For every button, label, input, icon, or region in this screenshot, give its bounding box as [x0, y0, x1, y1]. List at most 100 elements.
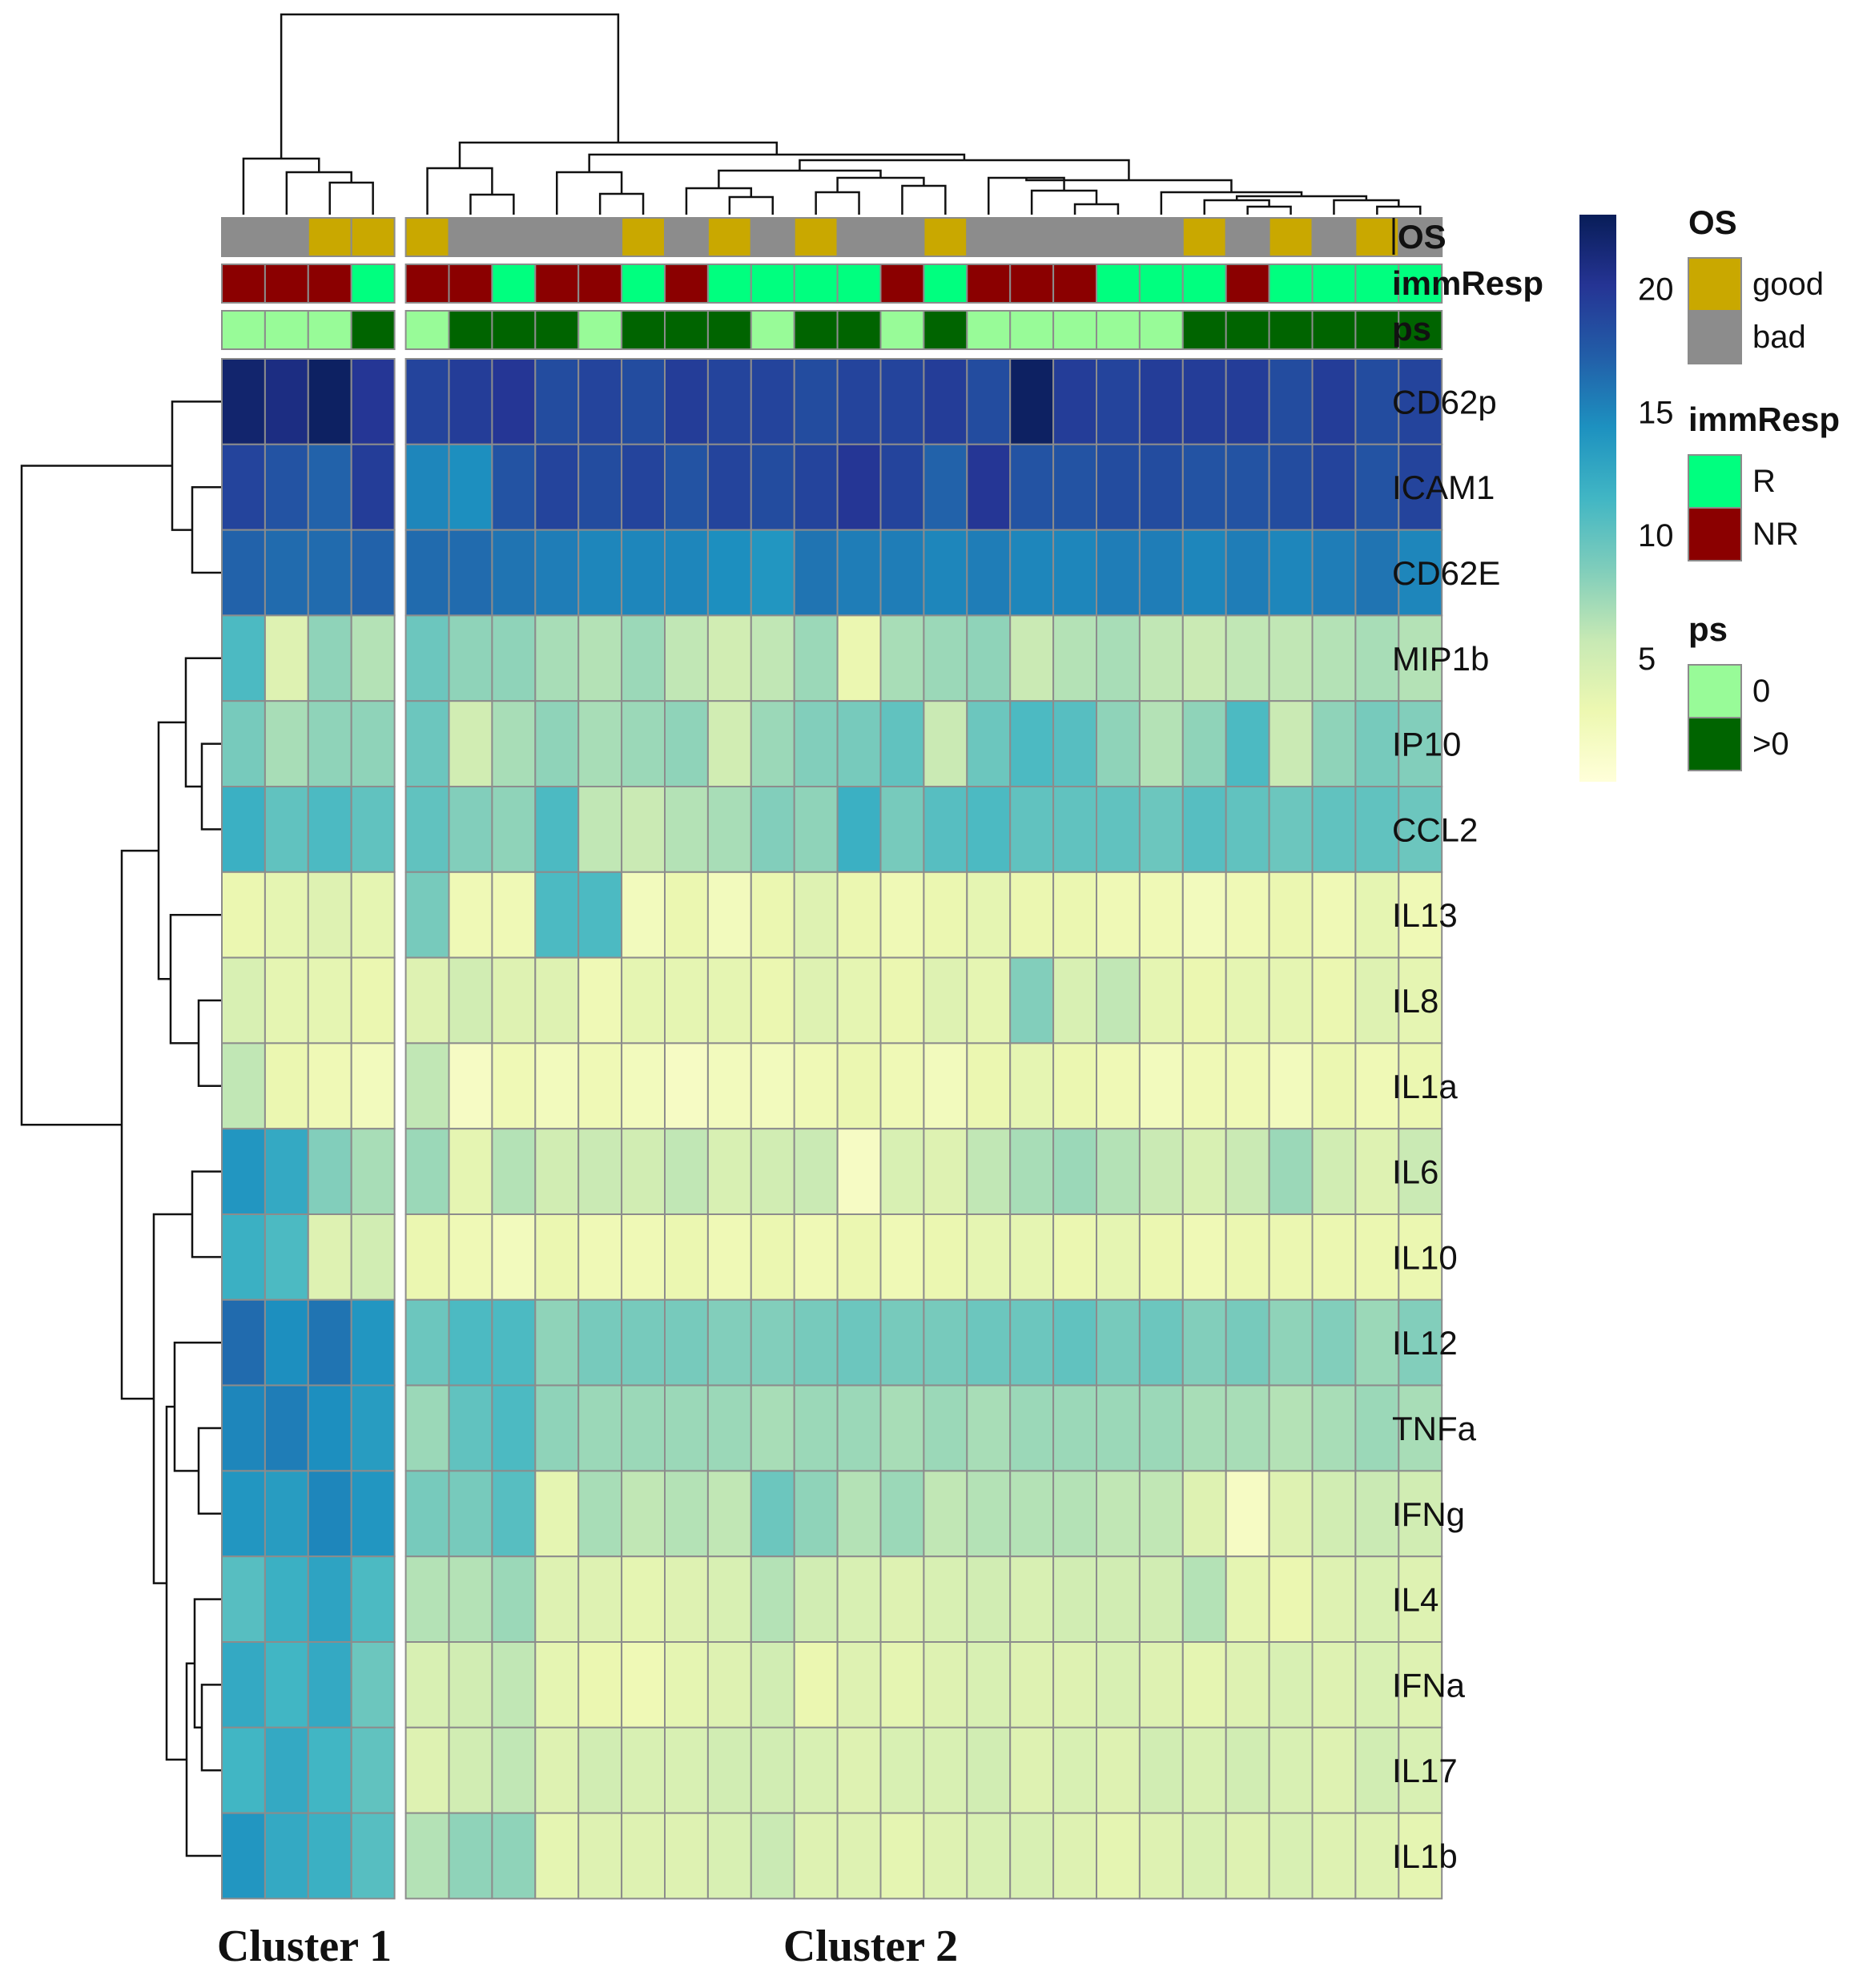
heatmap-cell-il6-12 [706, 1128, 752, 1215]
heatmap-cell-il13-20 [1052, 871, 1097, 959]
heatmap-cell-ip10-6 [448, 700, 493, 788]
heatmap-cell-ccl2-8 [534, 786, 580, 873]
heatmap-cell-tnfa-22 [1138, 1384, 1184, 1472]
heatmap-cell-il13-26 [1311, 871, 1357, 959]
heatmap-cell-tnfa-23 [1181, 1384, 1227, 1472]
heatmap-cell-cd62p-18 [966, 358, 1012, 445]
heatmap-cell-il10-15 [836, 1213, 882, 1301]
heatmap-cell-ifng-28 [1398, 1470, 1443, 1558]
heatmap-cell-ip10-22 [1138, 700, 1184, 788]
heatmap-cell-tnfa-10 [621, 1384, 666, 1472]
heatmap-cell-ifng-8 [534, 1470, 580, 1558]
heatmap-cell-il8-12 [706, 956, 752, 1044]
heatmap-cell-mip1b-17 [923, 614, 968, 702]
heatmap-cell-ifng-5 [404, 1470, 450, 1558]
heatmap-cell-il12-10 [621, 1298, 666, 1386]
heatmap-cell-il8-3 [307, 956, 352, 1044]
annotation-legend: OS good bad immResp R NR ps 0 >0 [1688, 203, 1840, 771]
heatmap-cell-ccl2-28 [1398, 786, 1443, 873]
heatmap-cell-mip1b-8 [534, 614, 580, 702]
heatmap-cell-cd62e-9 [577, 529, 623, 617]
heatmap-cell-ccl2-18 [966, 786, 1012, 873]
heatmap-cell-il1a-21 [1096, 1042, 1141, 1130]
heatmap-cell-il10-12 [706, 1213, 752, 1301]
annotation-cell-os-11 [664, 217, 709, 257]
heatmap-cell-cd62p-24 [1225, 358, 1270, 445]
heatmap-cell-cd62p-8 [534, 358, 580, 445]
heatmap-cell-il6-27 [1354, 1128, 1400, 1215]
heatmap-cell-il10-18 [966, 1213, 1012, 1301]
heatmap-cell-il10-7 [491, 1213, 537, 1301]
heatmap-cell-cd62p-26 [1311, 358, 1357, 445]
heatmap-cell-il12-8 [534, 1298, 580, 1386]
annotation-cell-os-2 [264, 217, 309, 257]
heatmap-cell-ip10-11 [664, 700, 709, 788]
heatmap-cell-il12-18 [966, 1298, 1012, 1386]
heatmap-cell-il17-11 [664, 1726, 709, 1814]
heatmap-cell-cd62p-25 [1268, 358, 1314, 445]
annotation-cell-os-10 [621, 217, 666, 257]
annotation-cell-immresp-22 [1138, 264, 1184, 304]
annotation-cell-os-15 [836, 217, 882, 257]
heatmap-cell-cd62e-7 [491, 529, 537, 617]
heatmap-cell-cd62e-14 [793, 529, 839, 617]
heatmap-cell-icam1-18 [966, 443, 1012, 531]
annotation-cell-immresp-10 [621, 264, 666, 304]
heatmap-cell-il13-19 [1009, 871, 1055, 959]
heatmap-cell-mip1b-10 [621, 614, 666, 702]
column-dendrogram [242, 13, 1422, 215]
heatmap-cell-ip10-16 [879, 700, 925, 788]
annotation-cell-immresp-18 [966, 264, 1012, 304]
row-label-il13: IL13 [1392, 896, 1458, 934]
heatmap-cell-il1a-10 [621, 1042, 666, 1130]
annotation-cell-ps-13 [750, 310, 795, 350]
heatmap-cell-il1a-5 [404, 1042, 450, 1130]
heatmap-cell-il10-23 [1181, 1213, 1227, 1301]
heatmap-cell-tnfa-6 [448, 1384, 493, 1472]
heatmap-cell-tnfa-16 [879, 1384, 925, 1472]
heatmap-cell-mip1b-14 [793, 614, 839, 702]
heatmap-cell-il1b-14 [793, 1812, 839, 1900]
annotation-cell-ps-23 [1181, 310, 1227, 350]
heatmap-cell-il8-10 [621, 956, 666, 1044]
heatmap-cell-tnfa-19 [1009, 1384, 1055, 1472]
heatmap-cell-il6-7 [491, 1128, 537, 1215]
annotation-cell-immresp-26 [1311, 264, 1357, 304]
heatmap-cell-il13-21 [1096, 871, 1141, 959]
legend-label-ps-1: 0 [1752, 674, 1770, 709]
colorbar-tick-20: 20 [1638, 272, 1674, 307]
heatmap-cell-il1a-25 [1268, 1042, 1314, 1130]
cluster-1-label: Cluster 1 [217, 1922, 392, 1971]
heatmap-cell-icam1-21 [1096, 443, 1141, 531]
heatmap-cell-il13-15 [836, 871, 882, 959]
heatmap-cell-il1b-5 [404, 1812, 450, 1900]
row-label-tnfa: TNFa [1392, 1410, 1477, 1447]
column-dendrogram-link-9 [685, 187, 753, 215]
row-dendrogram-link-5 [197, 999, 222, 1088]
heatmap-cell-il13-28 [1398, 871, 1443, 959]
heatmap-cell-il12-1 [221, 1298, 266, 1386]
heatmap-cell-il4-6 [448, 1555, 493, 1643]
legend-label-ps-2: >0 [1752, 726, 1789, 762]
legend-swatch-ps-1 [1688, 664, 1742, 718]
heatmap-cell-ifna-7 [491, 1641, 537, 1728]
heatmap-cell-ifna-14 [793, 1641, 839, 1728]
heatmap-cell-tnfa-8 [534, 1384, 580, 1472]
heatmap-cell-ip10-19 [1009, 700, 1055, 788]
column-dendrogram-link-11 [901, 184, 947, 215]
heatmap-cell-tnfa-24 [1225, 1384, 1270, 1472]
heatmap-cell-mip1b-5 [404, 614, 450, 702]
annotation-cell-os-12 [706, 217, 752, 257]
heatmap-cell-il17-17 [923, 1726, 968, 1814]
legend-group-ps-title: ps [1688, 610, 1728, 648]
annotation-cell-os-1 [221, 217, 266, 257]
row-label-il17: IL17 [1392, 1752, 1458, 1789]
heatmap-cell-il4-15 [836, 1555, 882, 1643]
heatmap-cell-ifna-24 [1225, 1641, 1270, 1728]
annotation-cell-ps-3 [307, 310, 352, 350]
heatmap-cell-il1a-2 [264, 1042, 309, 1130]
annotation-cell-ps-17 [923, 310, 968, 350]
annotation-cell-os-16 [879, 217, 925, 257]
annotation-cell-immresp-24 [1225, 264, 1270, 304]
heatmap-cell-il13-17 [923, 871, 968, 959]
